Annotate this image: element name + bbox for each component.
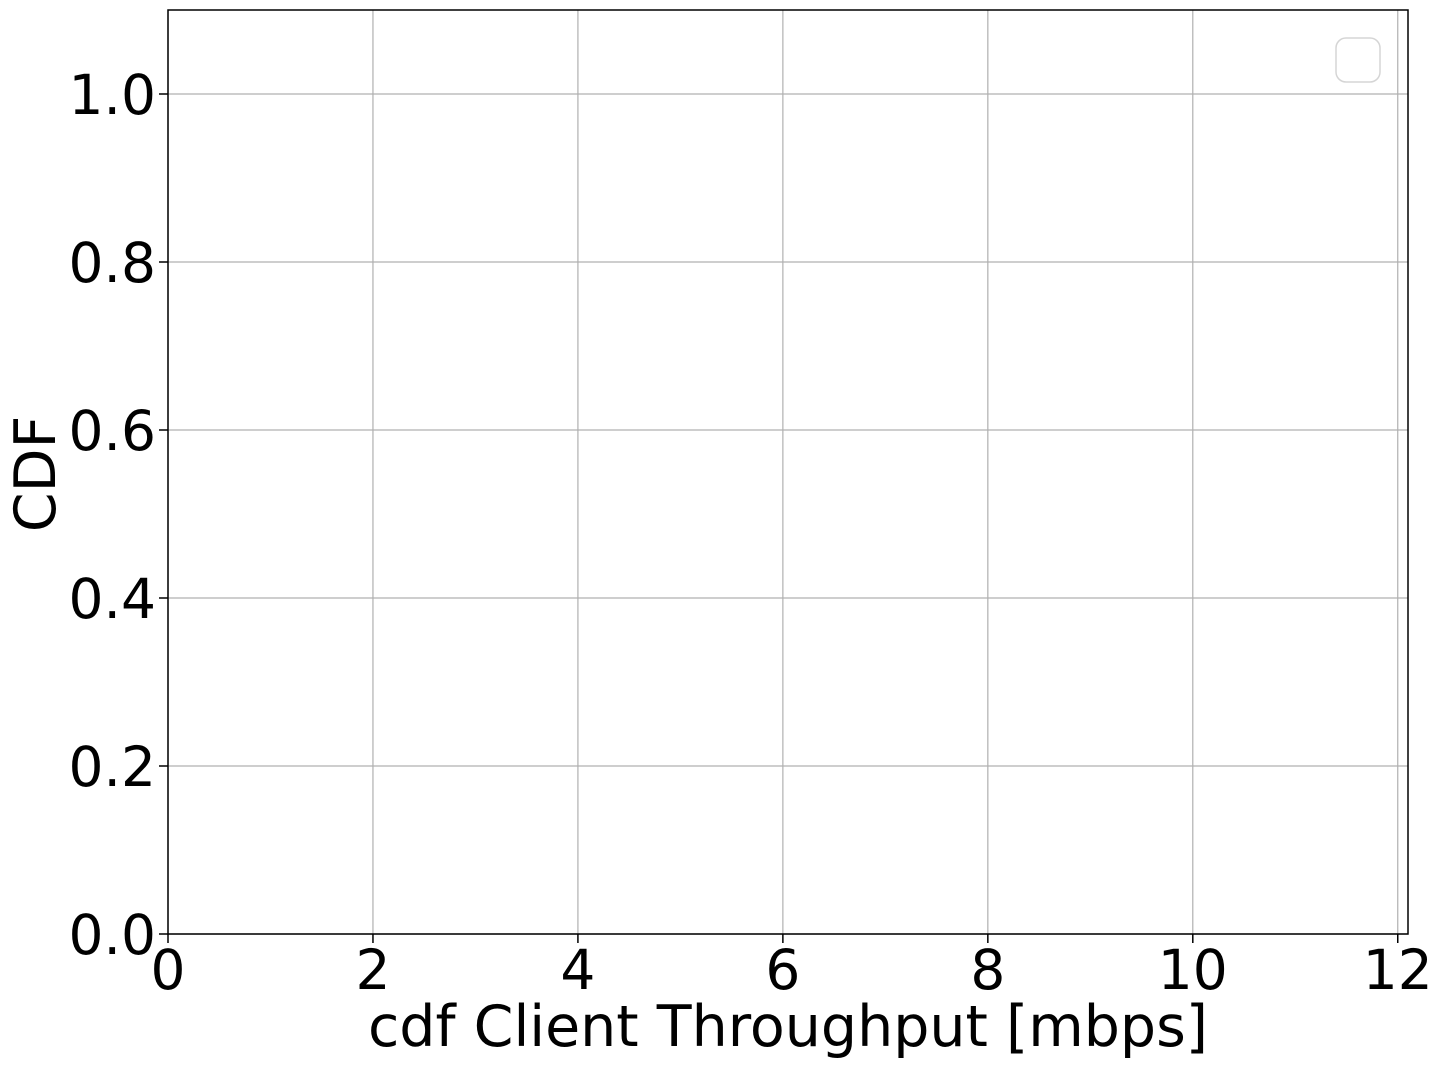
y-tick-label: 0.2 — [69, 735, 156, 799]
y-tick-label: 0.6 — [69, 399, 156, 463]
x-axis-ticks: 0 2 4 6 8 10 12 — [151, 934, 1433, 1002]
y-axis-label: CDF — [3, 416, 69, 532]
x-tick-label: 6 — [765, 938, 800, 1002]
y-tick-label: 0.8 — [69, 231, 156, 295]
x-tick-label: 12 — [1363, 938, 1433, 1002]
x-axis-label: cdf Client Throughput [mbps] — [368, 994, 1208, 1060]
x-tick-label: 10 — [1158, 938, 1228, 1002]
x-tick-label: 4 — [560, 938, 595, 1002]
x-tick-label: 0 — [151, 938, 186, 1002]
y-tick-label: 1.0 — [69, 63, 156, 127]
y-axis-ticks: 0.0 0.2 0.4 0.6 0.8 1.0 — [69, 63, 168, 967]
plot-frame — [167, 9, 1409, 935]
x-tick-label: 2 — [355, 938, 390, 1002]
y-tick-label: 0.4 — [69, 567, 156, 631]
legend-box — [1335, 37, 1381, 83]
grid-lines — [167, 10, 1408, 935]
x-tick-label: 8 — [970, 938, 1005, 1002]
y-tick-label: 0.0 — [69, 903, 156, 967]
